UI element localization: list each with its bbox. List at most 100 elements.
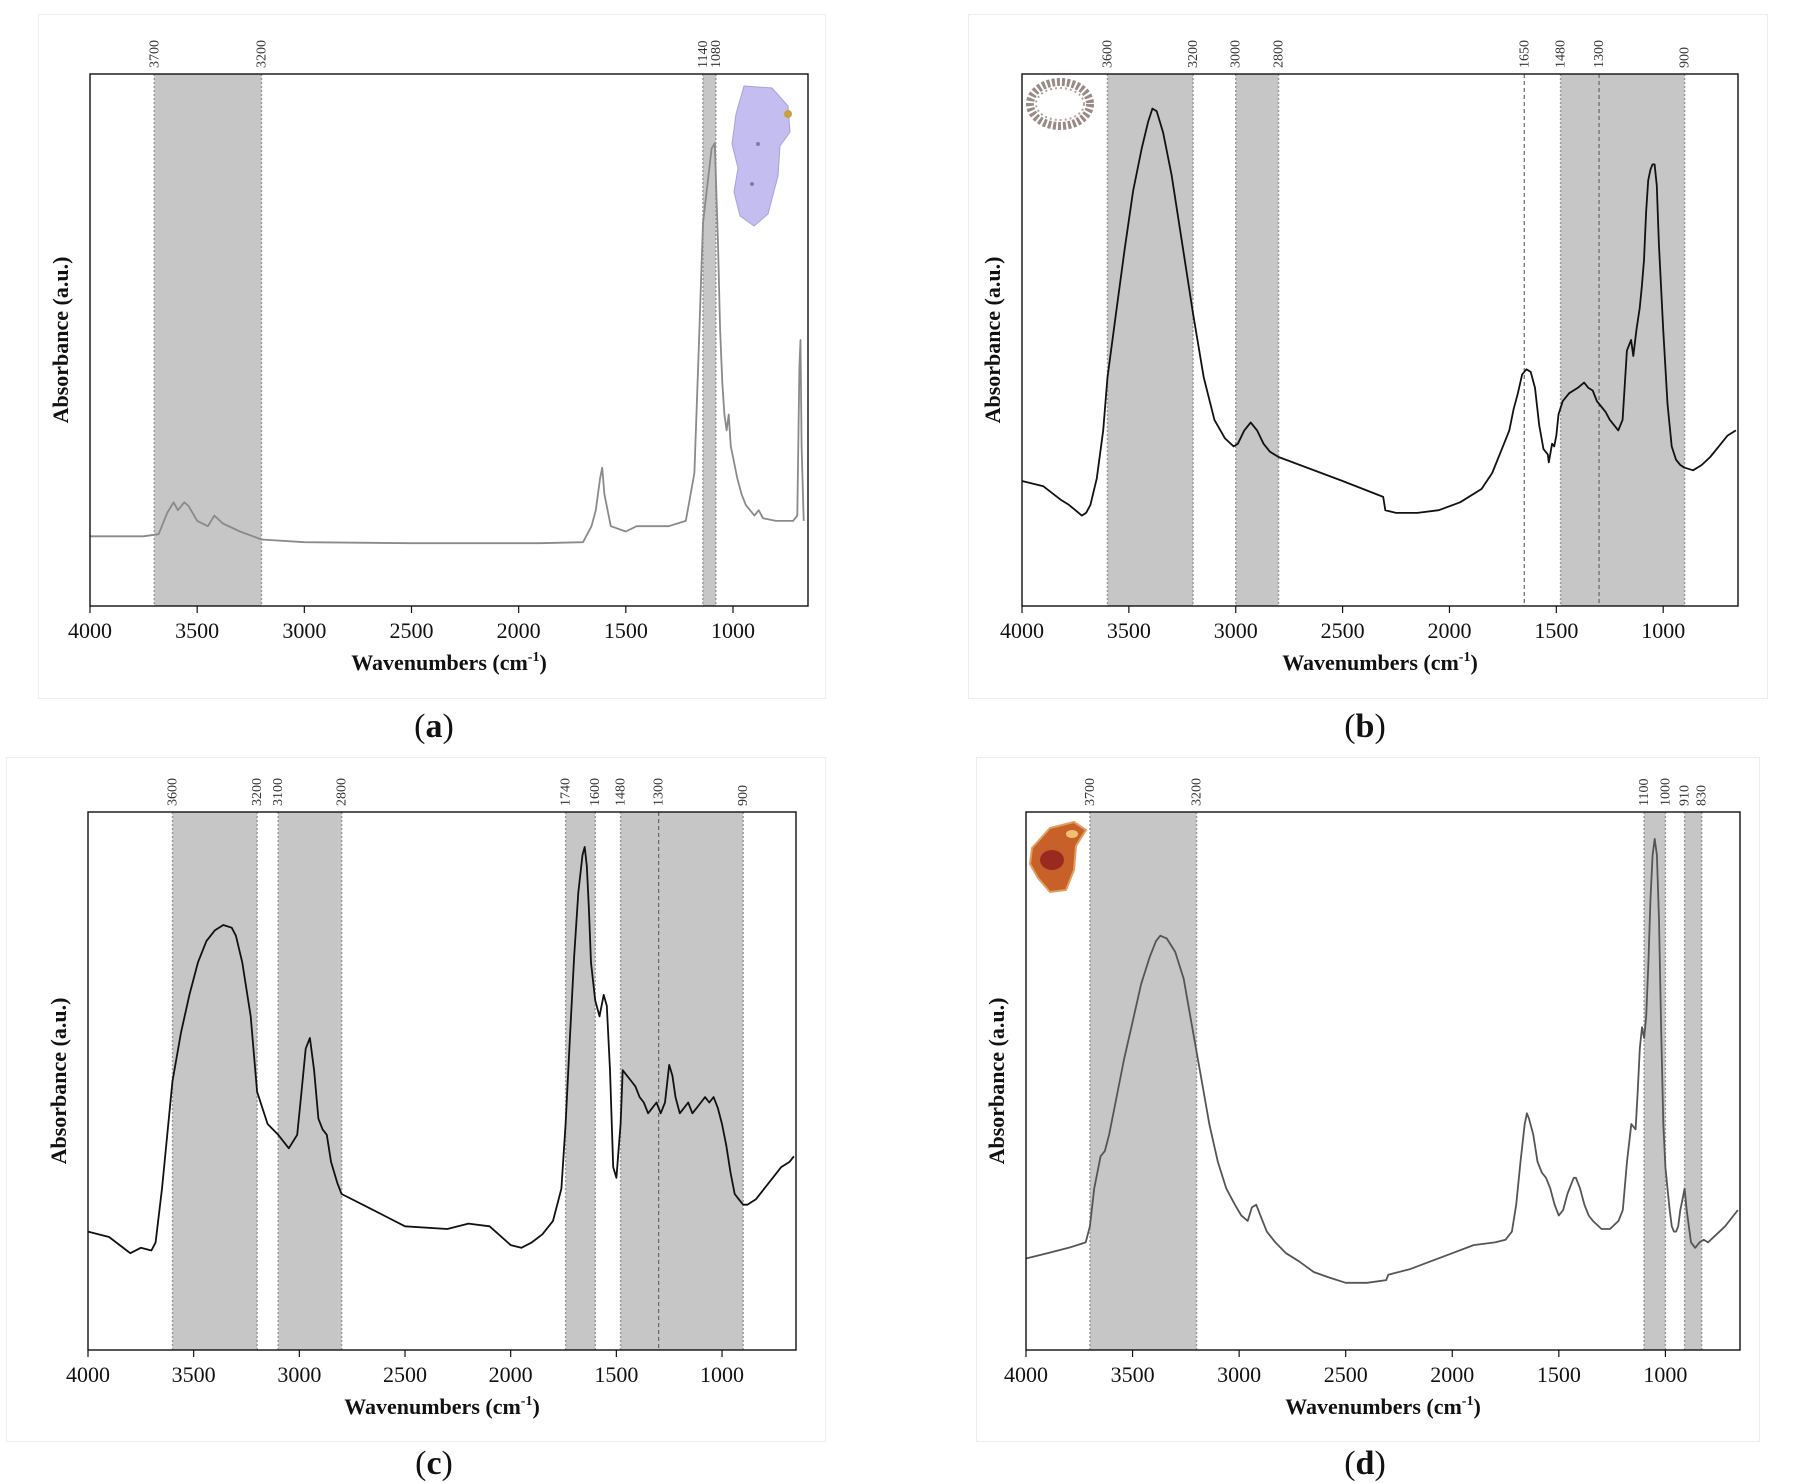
band-label: 1650 [1517,40,1532,68]
plot-frame [89,73,809,607]
mineral-speck [756,142,760,146]
y-axis-title: Absorbance (a.u.) [46,998,71,1165]
spectrum-line [87,846,795,1255]
x-tick-label: 2000 [497,618,541,643]
band-region [565,812,596,1350]
x-tick-label: 3000 [277,1362,321,1387]
band-label: 2800 [1271,40,1286,68]
x-tick-label: 2500 [1321,618,1365,643]
band-region [154,74,262,606]
band-label: 1480 [1554,40,1569,68]
ring-sample-inner [1035,87,1085,121]
band-region [1235,74,1279,606]
y-axis-title: Absorbance (a.u.) [48,257,73,424]
band-label: 1600 [588,778,603,806]
band-region [620,812,744,1350]
orange-resin-sample-icon [1028,820,1088,894]
band-region [278,812,342,1350]
x-axis-title: Wavenumbers (cm-1) [344,1394,540,1419]
chart-panel-d: 3700 3200 1100 1000 910 830 4000 3500 3000 2500 20… [984,778,1741,1419]
band-label: 1300 [652,778,667,806]
caption-a: (a) [414,708,454,745]
band-label: 3000 [1229,40,1244,68]
mineral-inclusion [784,110,792,118]
purple-mineral-body [731,85,791,227]
band-region [1684,812,1702,1350]
plot-frame [1021,73,1739,607]
ring-sample-body [1026,78,1094,130]
spectrum-line [1021,107,1737,517]
x-tick-label: 3500 [1111,1362,1155,1387]
x-tick-label: 1500 [1534,618,1578,643]
band-region [702,74,716,606]
band-label: 900 [736,785,751,806]
band-label: 3600 [166,778,181,806]
x-axis-title: Wavenumbers (cm-1) [1282,650,1478,675]
x-tick-label: 1500 [1537,1362,1581,1387]
band-label: 910 [1678,785,1693,806]
ring-sample-icon [1026,78,1094,130]
band-label: 1140 [696,41,711,68]
x-tick-label: 2500 [383,1362,427,1387]
x-tick-label: 2000 [489,1362,533,1387]
caption-b: (b) [1344,708,1386,745]
band-label: 3200 [254,40,269,68]
plot-frame [1025,811,1741,1351]
band-label: 1000 [1658,778,1673,806]
x-tick-label: 1000 [711,618,755,643]
band-label: 1300 [1592,40,1607,68]
band-label: 3700 [1083,778,1098,806]
spectrum-line [1025,838,1739,1284]
x-tick-label: 2000 [1427,618,1471,643]
band-label: 2800 [335,778,350,806]
chart-panel-c: 3600 3200 3100 2800 1740 1600 1480 1300 900 4000 3… [46,778,797,1419]
band-region [1089,812,1197,1350]
resin-highlight [1066,830,1078,838]
x-tick-label: 1000 [1641,618,1685,643]
band-label: 900 [1678,47,1693,68]
resin-dark-core [1040,850,1064,870]
x-tick-label: 3500 [1107,618,1151,643]
mineral-speck [750,182,754,186]
x-tick-label: 4000 [1000,618,1044,643]
band-label: 1480 [614,778,629,806]
x-tick-label: 3500 [175,618,219,643]
x-tick-label: 3000 [1217,1362,1261,1387]
band-label: 1080 [709,40,724,68]
x-axis-title: Wavenumbers (cm-1) [351,650,547,675]
x-tick-label: 1500 [604,618,648,643]
band-label: 830 [1695,785,1710,806]
x-tick-label: 1000 [1643,1362,1687,1387]
band-label: 3100 [271,778,286,806]
band-label: 3200 [250,778,265,806]
x-tick-label: 3000 [282,618,326,643]
x-tick-label: 1500 [594,1362,638,1387]
plot-frame [87,811,797,1351]
chart-panel-b: 3600 3200 3000 2800 1650 1480 1300 900 4000 3500 3… [980,40,1739,675]
band-label: 1100 [1637,779,1652,806]
caption-d: (d) [1344,1445,1386,1482]
band-region [172,812,258,1350]
band-label: 3200 [1186,40,1201,68]
x-tick-label: 4000 [1004,1362,1048,1387]
x-tick-label: 4000 [66,1362,110,1387]
x-tick-label: 3000 [1214,618,1258,643]
caption-c: (c) [415,1445,453,1482]
spectrum-line [90,142,805,545]
x-tick-label: 2500 [1324,1362,1368,1387]
x-axis-title: Wavenumbers (cm-1) [1285,1394,1481,1419]
band-label: 3700 [147,40,162,68]
y-axis-title: Absorbance (a.u.) [984,998,1009,1165]
x-tick-label: 2000 [1430,1362,1474,1387]
purple-mineral-sample-icon [731,85,792,227]
band-label: 3200 [1190,778,1205,806]
band-region [1107,74,1193,606]
band-region [1560,74,1685,606]
x-tick-label: 4000 [68,618,112,643]
x-tick-label: 2500 [389,618,433,643]
band-label: 1740 [559,778,574,806]
band-label: 3600 [1100,40,1115,68]
x-tick-label: 1000 [700,1362,744,1387]
